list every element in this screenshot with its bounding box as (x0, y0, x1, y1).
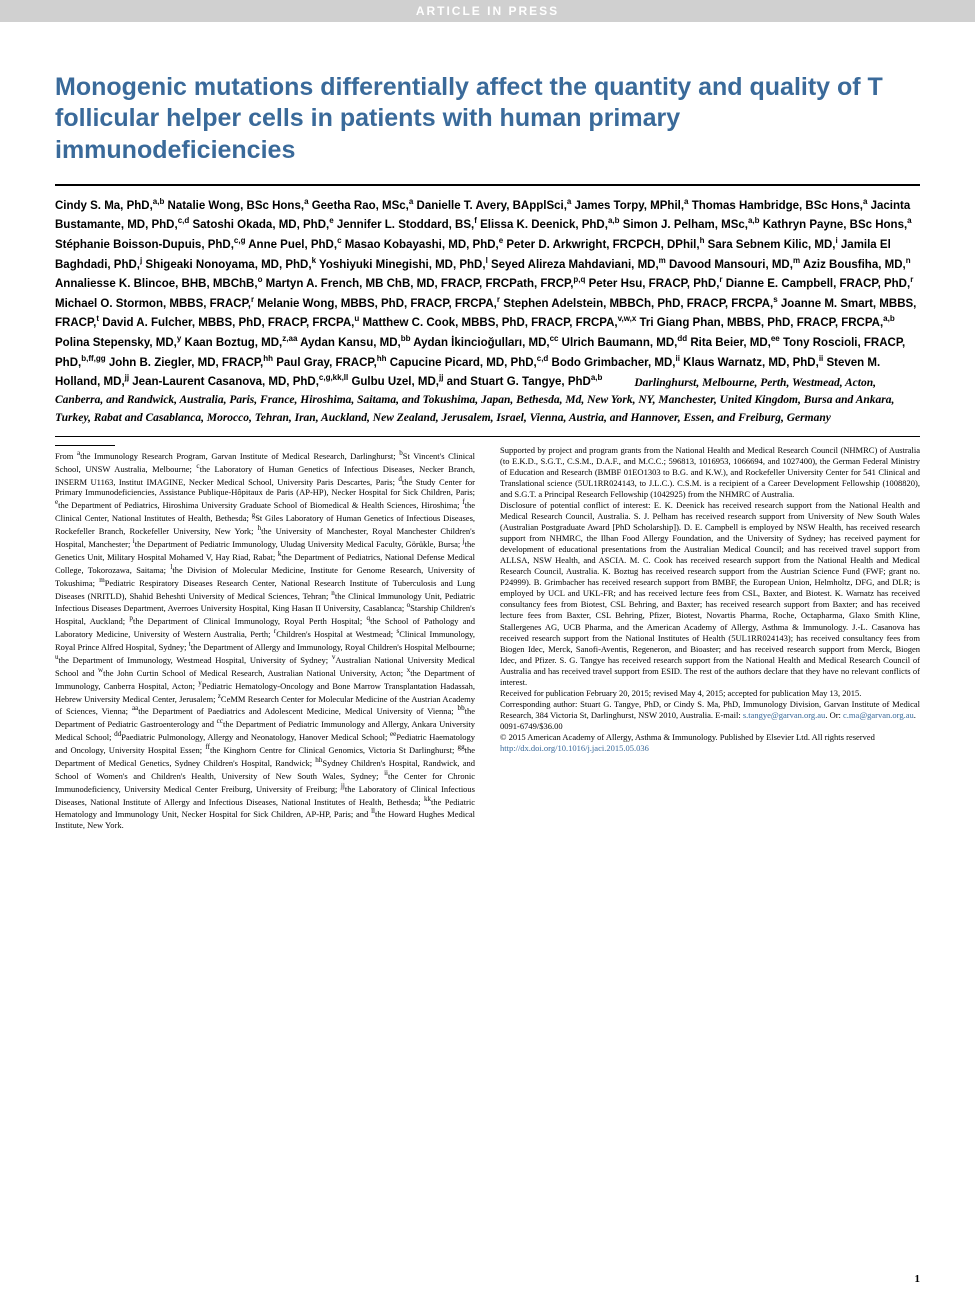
rule-bottom (55, 436, 920, 437)
doi-link[interactable]: http://dx.doi.org/10.1016/j.jaci.2015.05… (500, 743, 649, 753)
issn-text: 0091-6749/$36.00 (500, 721, 920, 732)
page-content: Monogenic mutations differentially affec… (0, 22, 975, 851)
email-link-1[interactable]: s.tangye@garvan.org.au (743, 710, 826, 720)
rule-top (55, 184, 920, 186)
page-number: 1 (915, 1273, 921, 1285)
email-separator: . Or: (825, 710, 843, 720)
right-column: Supported by project and program grants … (500, 445, 920, 832)
footnote-rule (55, 445, 115, 446)
author-list: Cindy S. Ma, PhD,a,b Natalie Wong, BSc H… (55, 196, 920, 428)
affiliations-text: From athe Immunology Research Program, G… (55, 449, 475, 832)
article-in-press-banner: ARTICLE IN PRESS (0, 0, 975, 22)
disclosure-text: Disclosure of potential conflict of inte… (500, 500, 920, 688)
copyright-text: © 2015 American Academy of Allergy, Asth… (500, 732, 920, 743)
received-text: Received for publication February 20, 20… (500, 688, 920, 699)
authors-text: Cindy S. Ma, PhD,a,b Natalie Wong, BSc H… (55, 200, 916, 389)
email-link-2[interactable]: c.ma@garvan.org.au (843, 710, 914, 720)
footnote-columns: From athe Immunology Research Program, G… (55, 445, 920, 832)
article-title: Monogenic mutations differentially affec… (55, 72, 920, 166)
funding-text: Supported by project and program grants … (500, 445, 920, 500)
email-end: . (914, 710, 916, 720)
corresponding-author: Corresponding author: Stuart G. Tangye, … (500, 699, 920, 721)
left-column: From athe Immunology Research Program, G… (55, 445, 475, 832)
